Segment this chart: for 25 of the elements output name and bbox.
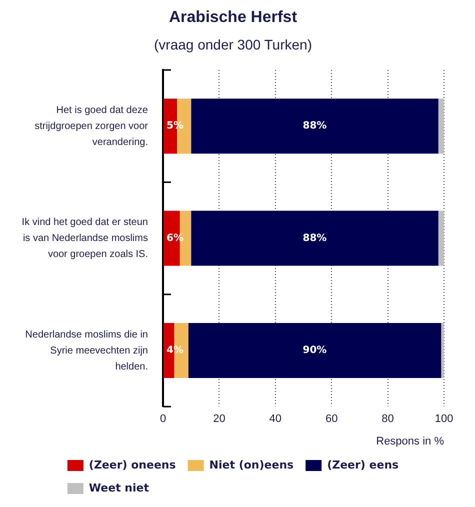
y-tick-label: Nederlandse moslims die in Syrie meevechten zijn helden. bbox=[25, 329, 148, 372]
data-label: 88% bbox=[302, 232, 327, 244]
bar bbox=[438, 98, 444, 154]
chart-title: Arabische Herfst bbox=[168, 9, 298, 26]
data-label: 90% bbox=[302, 345, 327, 356]
x-tick-label: 60 bbox=[325, 413, 338, 426]
x-tick-label: 100 bbox=[434, 413, 454, 426]
data-label: 88% bbox=[302, 120, 327, 132]
x-tick-label: 0 bbox=[160, 413, 166, 426]
legend-label: Niet (on)eens bbox=[209, 458, 294, 472]
x-tick-label: 40 bbox=[269, 413, 282, 426]
y-tick-label: Het is goed dat deze strijdgroepen zorgen voor verandering. bbox=[34, 104, 149, 148]
legend-label: (Zeer) oneens bbox=[88, 458, 176, 472]
bar bbox=[438, 210, 444, 266]
bar bbox=[191, 98, 438, 154]
bar bbox=[191, 210, 438, 266]
legend-label: Weet niet bbox=[88, 481, 149, 494]
legend-label: (Zeer) eens bbox=[327, 458, 400, 472]
x-tick-label: 20 bbox=[213, 413, 226, 426]
y-tick-label: Ik vind het goed dat er steun is van Nederlandse moslims voor groepen zoals IS. bbox=[22, 217, 148, 260]
chart-subtitle: (vraag onder 300 Turken) bbox=[154, 36, 312, 52]
bar bbox=[441, 323, 444, 378]
x-axis-title: Respons in % bbox=[376, 435, 444, 448]
x-tick-label: 80 bbox=[382, 413, 394, 426]
bar bbox=[188, 323, 442, 378]
